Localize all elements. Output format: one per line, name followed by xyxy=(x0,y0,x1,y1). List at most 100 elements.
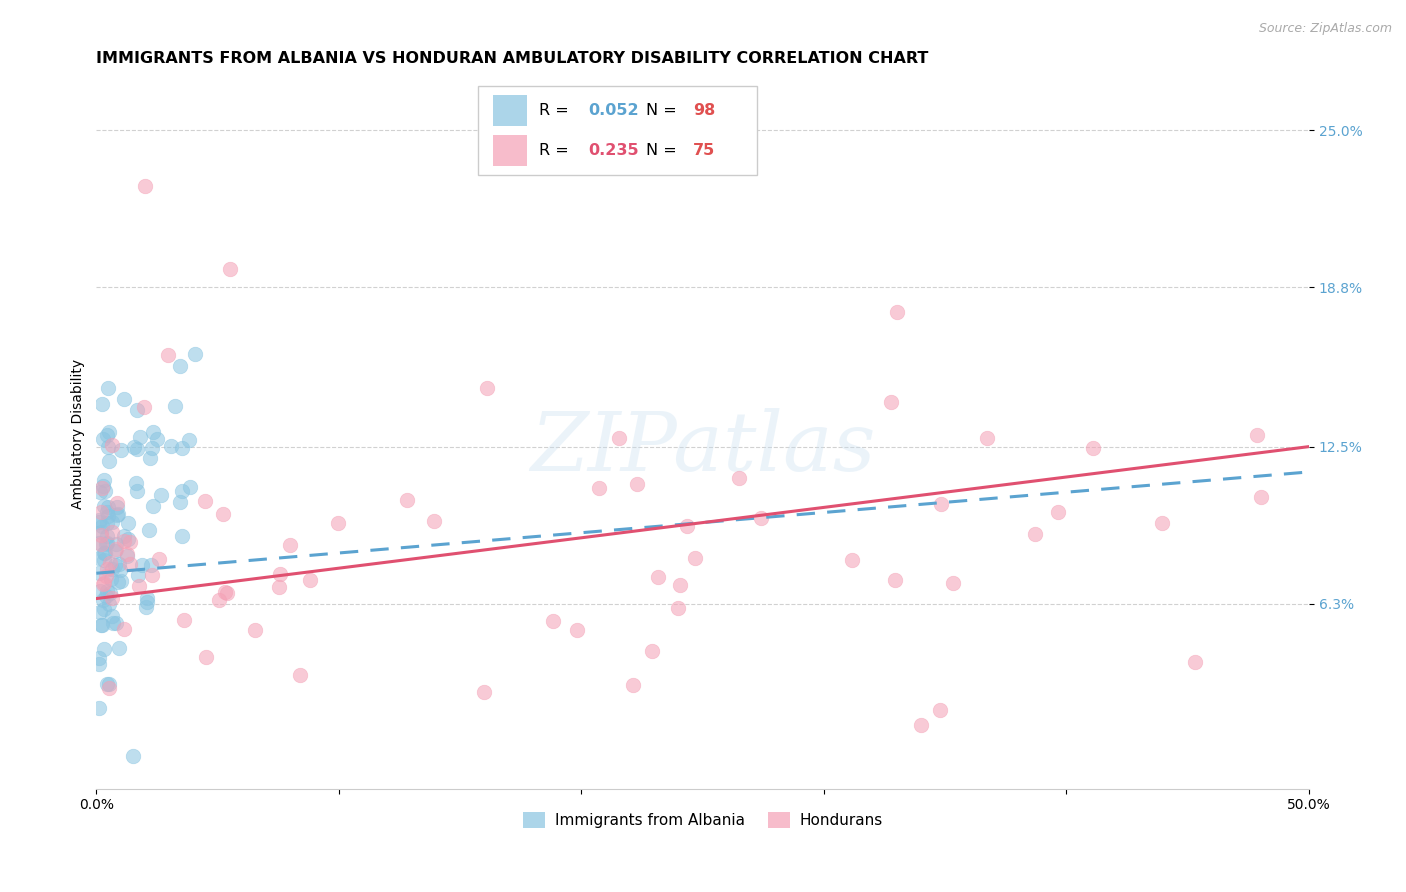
Point xyxy=(87,701,110,715)
Point xyxy=(929,497,952,511)
Point xyxy=(97,500,120,515)
Point xyxy=(1024,526,1046,541)
Point xyxy=(298,573,321,587)
Point xyxy=(91,479,114,493)
Point xyxy=(117,516,139,530)
Point xyxy=(90,617,112,632)
Point xyxy=(96,584,118,599)
Point xyxy=(104,537,127,551)
Point xyxy=(97,681,120,696)
Point xyxy=(157,348,180,362)
Point xyxy=(883,573,905,587)
Point xyxy=(101,515,124,529)
Point xyxy=(94,537,117,551)
Point xyxy=(142,499,165,513)
Point xyxy=(91,397,114,411)
Point xyxy=(138,523,160,537)
Point xyxy=(94,568,117,582)
Point xyxy=(423,514,446,528)
Point xyxy=(139,558,162,573)
Point xyxy=(141,568,163,582)
Text: Source: ZipAtlas.com: Source: ZipAtlas.com xyxy=(1258,22,1392,36)
Point xyxy=(89,605,111,619)
Point xyxy=(94,589,117,603)
Point xyxy=(87,515,110,529)
Point xyxy=(93,601,115,615)
Point xyxy=(669,578,692,592)
Point xyxy=(929,703,952,717)
Text: 0.235: 0.235 xyxy=(589,144,640,158)
Point xyxy=(218,262,240,277)
Point xyxy=(104,615,127,630)
Point xyxy=(103,543,125,558)
Point xyxy=(117,549,139,564)
Point xyxy=(101,438,124,452)
Y-axis label: Ambulatory Disability: Ambulatory Disability xyxy=(72,359,86,509)
Point xyxy=(125,402,148,417)
Point xyxy=(588,481,610,495)
Point xyxy=(107,574,129,589)
Point xyxy=(170,529,193,543)
Point xyxy=(609,431,631,445)
Point xyxy=(179,480,201,494)
Point xyxy=(96,677,118,691)
Point xyxy=(93,546,115,560)
Point xyxy=(100,562,122,576)
Point xyxy=(269,566,291,581)
Point xyxy=(666,600,689,615)
Point xyxy=(97,381,120,395)
Point xyxy=(208,593,231,607)
Point xyxy=(97,508,120,523)
Point xyxy=(215,586,238,600)
Point xyxy=(93,641,115,656)
Point xyxy=(100,572,122,586)
Point xyxy=(90,617,112,632)
Point xyxy=(179,433,201,447)
Point xyxy=(94,483,117,498)
Point xyxy=(475,381,498,395)
Point xyxy=(169,359,191,374)
Point xyxy=(148,551,170,566)
Point xyxy=(214,585,236,599)
Point xyxy=(96,516,118,530)
Point xyxy=(108,563,131,577)
Text: IMMIGRANTS FROM ALBANIA VS HONDURAN AMBULATORY DISABILITY CORRELATION CHART: IMMIGRANTS FROM ALBANIA VS HONDURAN AMBU… xyxy=(97,51,929,66)
Point xyxy=(97,677,120,691)
Point xyxy=(212,508,235,522)
Point xyxy=(90,537,112,551)
Text: 0.052: 0.052 xyxy=(589,103,640,119)
Point xyxy=(101,524,124,539)
Point xyxy=(751,511,773,525)
FancyBboxPatch shape xyxy=(494,136,527,166)
Point xyxy=(87,536,110,550)
Point xyxy=(880,395,903,409)
Point xyxy=(134,400,156,414)
Point xyxy=(87,513,110,527)
Point xyxy=(127,567,149,582)
Point xyxy=(135,599,157,614)
Point xyxy=(98,597,121,611)
Point xyxy=(108,641,131,656)
Point xyxy=(280,538,302,552)
Point xyxy=(107,508,129,522)
Point xyxy=(195,650,218,665)
Point xyxy=(474,685,496,699)
Point xyxy=(127,442,149,456)
Text: 75: 75 xyxy=(693,144,716,158)
Point xyxy=(163,399,186,413)
Point xyxy=(128,579,150,593)
Point xyxy=(96,536,118,550)
Point xyxy=(125,484,148,499)
Point xyxy=(90,481,112,495)
Point xyxy=(108,557,131,571)
Point xyxy=(101,608,124,623)
Point xyxy=(623,678,645,692)
Point xyxy=(90,527,112,541)
Point xyxy=(94,546,117,560)
Point xyxy=(194,493,217,508)
Point xyxy=(1250,490,1272,504)
Point xyxy=(93,575,115,590)
Point xyxy=(1184,655,1206,669)
Point xyxy=(170,484,193,499)
Point xyxy=(87,551,110,566)
